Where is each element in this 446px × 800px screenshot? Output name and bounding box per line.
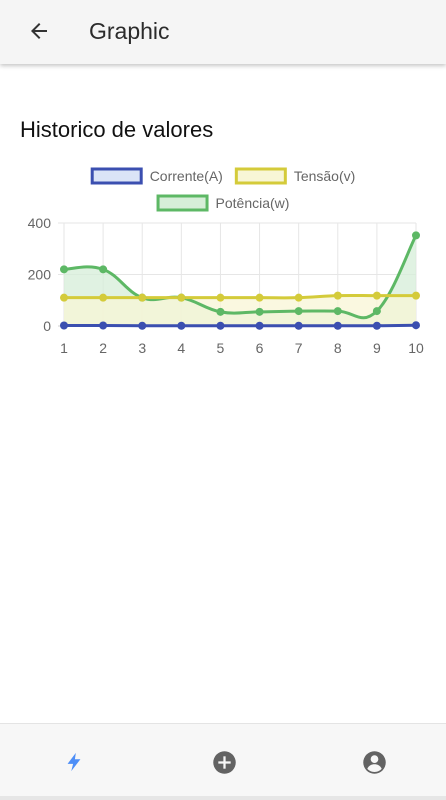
series-point-1-9 [412, 291, 420, 300]
legend-label-0: Corrente(A) [150, 168, 223, 184]
lightning-icon [67, 752, 81, 772]
line-chart: Corrente(A) Tensão(v)Potência(w) 0 200 400 1… [28, 167, 424, 356]
series-point-0-0 [60, 321, 68, 330]
nav-home-button[interactable] [58, 746, 90, 778]
bottom-nav [0, 723, 446, 797]
series-point-1-0 [60, 293, 68, 302]
series-line-1 [62, 293, 418, 300]
y-tick-label: 400 [28, 215, 52, 231]
series-point-1-3 [177, 293, 186, 302]
series-point-1-8 [372, 291, 381, 300]
nav-account-button[interactable] [358, 746, 390, 778]
legend-swatch-0 [90, 167, 143, 185]
series-point-1-5 [255, 293, 264, 302]
series-point-0-7 [333, 321, 342, 330]
x-tick-label: 5 [217, 340, 225, 356]
arrow-left-icon [31, 23, 47, 39]
series-point-0-5 [255, 321, 264, 330]
series-point-0-4 [216, 321, 225, 330]
chart-points [60, 231, 420, 330]
series-point-2-9 [412, 231, 420, 240]
series-point-0-8 [372, 321, 381, 330]
x-tick-label: 6 [256, 340, 264, 356]
series-point-2-1 [99, 265, 108, 274]
series-point-1-6 [294, 293, 303, 302]
series-point-0-3 [177, 321, 186, 330]
series-point-2-4 [216, 307, 225, 316]
series-point-2-6 [294, 307, 303, 316]
x-tick-label: 7 [295, 340, 303, 356]
series-point-0-1 [99, 321, 108, 330]
legend-label-2: Potência(w) [216, 195, 290, 211]
y-tick-label: 0 [43, 318, 51, 334]
x-tick-label: 4 [177, 340, 185, 356]
series-point-0-2 [138, 321, 147, 330]
x-tick-label: 8 [334, 340, 342, 356]
account-circle-icon [362, 750, 386, 774]
page-title: Graphic [89, 18, 170, 44]
y-tick-label: 200 [28, 267, 52, 283]
chart-ticks: 0 200 400 1 2 3 4 5 6 7 8 9 10 [28, 215, 424, 356]
back-button[interactable] [20, 12, 58, 50]
legend-label-1: Tensão(v) [294, 168, 355, 184]
chart-legend: Corrente(A) Tensão(v)Potência(w) [90, 167, 355, 212]
x-tick-label: 1 [60, 340, 68, 356]
add-circle-icon [212, 750, 236, 774]
section-title: Historico de valores [20, 117, 214, 142]
x-tick-label: 10 [408, 340, 424, 356]
series-area-1 [64, 295, 416, 326]
series-point-0-6 [294, 321, 303, 330]
series-point-2-8 [372, 307, 381, 316]
series-point-1-1 [99, 293, 108, 302]
app-bar: Graphic [0, 0, 446, 64]
series-point-1-4 [216, 293, 225, 302]
x-tick-label: 2 [99, 340, 107, 356]
x-tick-label: 3 [138, 340, 146, 356]
series-line-0 [62, 323, 418, 328]
bottom-divider [0, 796, 446, 800]
legend-swatch-2 [156, 194, 209, 212]
series-point-1-2 [138, 293, 147, 302]
chart-lines [62, 233, 418, 328]
nav-add-button[interactable] [208, 746, 240, 778]
series-point-1-7 [333, 291, 342, 300]
series-line-2 [62, 233, 418, 320]
x-tick-label: 9 [373, 340, 381, 356]
series-point-2-0 [60, 265, 68, 274]
series-point-0-9 [412, 321, 420, 330]
series-point-2-5 [255, 307, 264, 316]
legend-swatch-1 [234, 167, 287, 185]
series-point-2-7 [333, 307, 342, 316]
